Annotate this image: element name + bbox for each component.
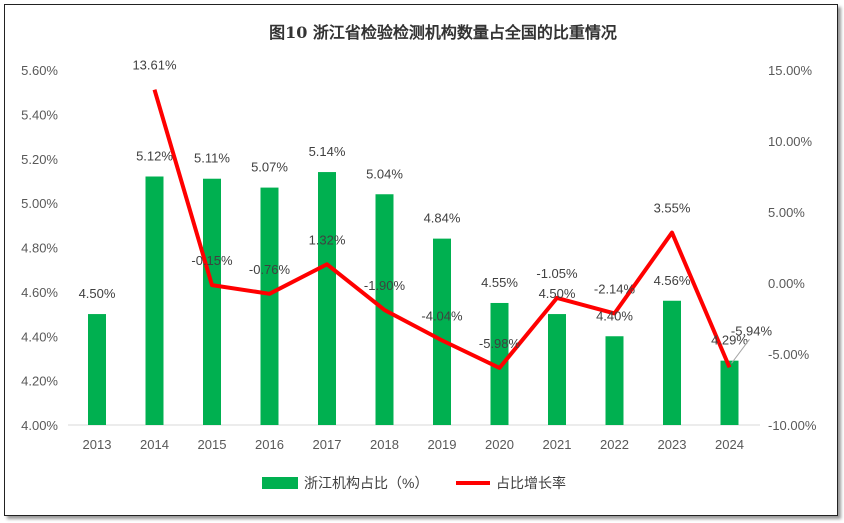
chart-frame [4, 4, 838, 516]
line-data-label: -4.04% [421, 308, 463, 323]
line-data-label: -5.98% [479, 336, 521, 351]
line-data-label: -0.15% [191, 253, 233, 268]
line-data-label: 3.55% [654, 201, 691, 216]
line-data-label: -1.90% [364, 278, 406, 293]
label-leader-line [731, 339, 750, 364]
y-right-tick-label: -5.00% [768, 347, 810, 362]
y-right-tick-label: 0.00% [768, 276, 805, 291]
bar-data-label: 5.07% [251, 160, 288, 175]
bar [260, 187, 279, 425]
bar [203, 178, 221, 425]
legend-bar-swatch [262, 477, 298, 489]
bar-data-label: 4.40% [596, 308, 633, 323]
bar [663, 300, 681, 425]
bar-data-label: 4.55% [481, 275, 518, 290]
legend-line-label: 占比增长率 [496, 475, 566, 491]
bar [145, 176, 164, 425]
bar-data-label: 4.50% [79, 286, 116, 301]
bar-data-label: 5.12% [136, 149, 173, 164]
legend-bar-label: 浙江机构占比（%） [304, 475, 428, 491]
line-data-label: -0.76% [249, 262, 291, 277]
bar-data-label: 4.56% [654, 273, 691, 288]
x-tick-label: 2023 [658, 437, 687, 452]
x-tick-label: 2024 [715, 437, 744, 452]
x-tick-label: 2019 [428, 437, 457, 452]
bar-data-label: 4.84% [424, 211, 461, 226]
bar [720, 360, 739, 425]
y-left-tick-label: 4.40% [21, 329, 58, 344]
bar-data-label: 5.04% [366, 166, 403, 181]
line-data-label: -2.14% [594, 281, 636, 296]
y-right-tick-label: 15.00% [768, 63, 813, 78]
bar-data-label: 4.50% [539, 286, 576, 301]
line-data-label: -5.94% [731, 323, 773, 338]
y-right-tick-label: 10.00% [768, 134, 813, 149]
y-right-tick-label: 5.00% [768, 205, 805, 220]
x-tick-label: 2020 [485, 437, 514, 452]
line-data-label: 13.61% [132, 58, 177, 73]
bar [605, 336, 624, 425]
x-tick-label: 2016 [255, 437, 284, 452]
y-left-tick-label: 4.20% [21, 374, 58, 389]
bar-data-label: 5.14% [309, 144, 346, 159]
x-tick-label: 2013 [83, 437, 112, 452]
line-data-label: 1.32% [309, 232, 346, 247]
line-data-label: -1.05% [536, 266, 578, 281]
x-tick-label: 2022 [600, 437, 629, 452]
y-left-tick-label: 5.60% [21, 63, 58, 78]
y-left-tick-label: 4.60% [21, 285, 58, 300]
chart-title: 图10 浙江省检验检测机构数量占全国的比重情况 [269, 23, 617, 42]
y-left-tick-label: 5.00% [21, 196, 58, 211]
bar [490, 302, 509, 425]
x-tick-label: 2014 [140, 437, 169, 452]
legend: 浙江机构占比（%） 占比增长率 [262, 475, 566, 491]
y-left-tick-label: 4.00% [21, 418, 58, 433]
y-left-tick-label: 5.40% [21, 107, 58, 122]
bar [318, 172, 336, 425]
bar [548, 314, 566, 425]
x-tick-label: 2015 [198, 437, 227, 452]
bar [88, 314, 106, 425]
bar [433, 238, 451, 425]
y-left-tick-label: 5.20% [21, 152, 58, 167]
x-tick-label: 2018 [370, 437, 399, 452]
x-tick-label: 2021 [543, 437, 572, 452]
y-left-tick-label: 4.80% [21, 241, 58, 256]
y-right-tick-label: -10.00% [768, 418, 817, 433]
bar-data-label: 5.11% [194, 151, 230, 166]
bar-data-label: 4.29% [711, 333, 748, 348]
x-tick-label: 2017 [313, 437, 342, 452]
